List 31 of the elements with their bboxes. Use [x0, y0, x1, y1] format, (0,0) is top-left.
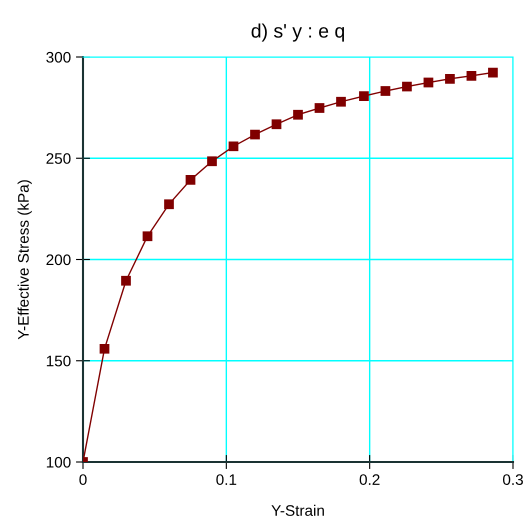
y-tick-label: 100: [46, 456, 71, 468]
x-tick-label: 0.1: [216, 474, 236, 486]
point: [380, 86, 390, 96]
point: [186, 175, 196, 185]
x-axis-title: Y-Strain: [271, 504, 324, 516]
point: [314, 103, 324, 113]
point: [250, 130, 260, 140]
point: [164, 199, 174, 210]
x-tick-label: 0: [79, 474, 87, 486]
y-axis-title: Y-Effective Stress (kPa): [18, 180, 32, 340]
x-tick-label: 0.3: [502, 474, 523, 486]
point: [142, 231, 152, 242]
point: [207, 156, 217, 166]
chart-title: d) s' y : e q: [252, 23, 344, 42]
point: [488, 68, 498, 78]
point: [466, 70, 476, 81]
point: [402, 82, 412, 92]
y-tick-label: 200: [46, 254, 71, 266]
y-tick-label: 300: [46, 52, 71, 63]
y-tick-label: 250: [46, 153, 71, 164]
point: [293, 110, 303, 120]
point: [359, 91, 369, 101]
y-tick-label: 150: [46, 356, 71, 366]
point: [272, 119, 282, 130]
point: [424, 78, 434, 88]
point: [100, 344, 110, 354]
point: [445, 74, 455, 84]
point: [228, 141, 238, 152]
point: [336, 96, 346, 107]
point: [121, 276, 131, 286]
x-tick-label: 0.2: [360, 474, 380, 486]
